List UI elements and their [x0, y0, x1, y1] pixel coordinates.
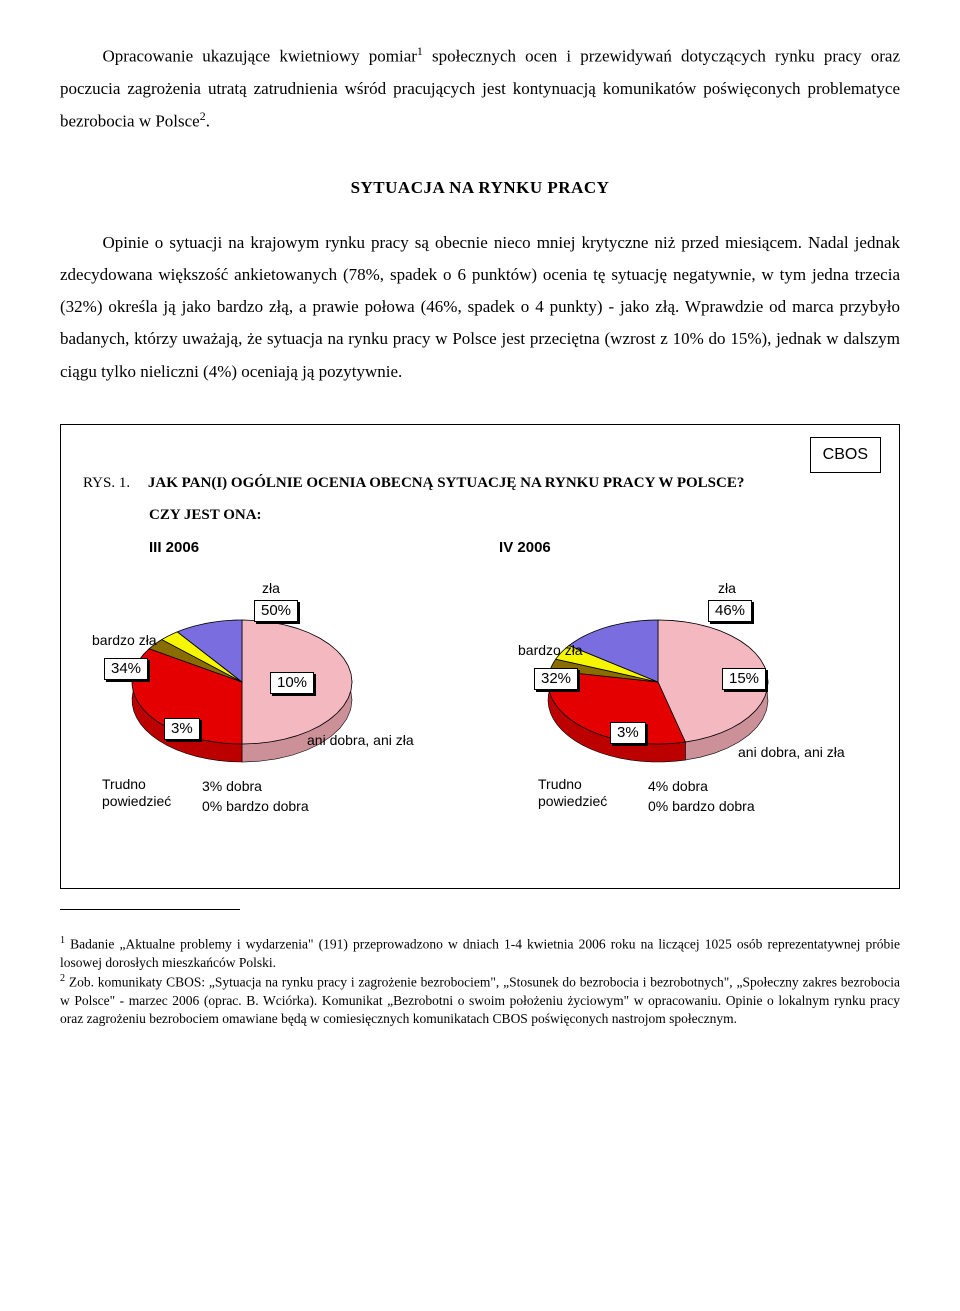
pct-dob: 3% [202, 778, 222, 794]
pct-bdob-r: 0% [648, 798, 668, 814]
footnote-2: 2 Zob. komunikaty CBOS: „Sytuacja na ryn… [60, 972, 900, 1028]
footnotes: 1 Badanie „Aktualne problemy i wydarzeni… [60, 934, 900, 1028]
pie-right: zła 46% bardzo zła 32% 15% ani dobra, an… [498, 572, 878, 862]
label-bzla: bardzo zła [92, 632, 157, 649]
pct-bzla: 34% [104, 658, 148, 680]
pct-tp-r: 3% [610, 722, 646, 744]
body-paragraph: Opinie o sytuacji na krajowym rynku prac… [60, 227, 900, 388]
figure-caption: RYS. 1. JAK PAN(I) OGÓLNIE OCENIA OBECNĄ… [83, 469, 881, 498]
pct-ani-r: 15% [722, 668, 766, 690]
label-dobra-r: dobra [672, 778, 708, 794]
intro-text-a: Opracowanie ukazujące kwietniowy pomiar [103, 47, 417, 66]
label-dobra: dobra [226, 778, 262, 794]
pct-zla-r: 46% [708, 600, 752, 622]
section-heading: SYTUACJA NA RYNKU PRACY [60, 172, 900, 204]
pct-bdob: 0% [202, 798, 222, 814]
label-ani-r: ani dobra, ani zła [738, 744, 845, 761]
figure-rys: RYS. 1. [83, 475, 130, 491]
label-bzla-r: bardzo zła [518, 642, 583, 659]
label-bdobra: bardzo dobra [226, 798, 309, 814]
pct-ani: 10% [270, 672, 314, 694]
figure-box: CBOS RYS. 1. JAK PAN(I) OGÓLNIE OCENIA O… [60, 424, 900, 890]
pie-left-svg [112, 602, 372, 782]
footnote-1: 1 Badanie „Aktualne problemy i wydarzeni… [60, 934, 900, 972]
cbos-badge: CBOS [810, 437, 881, 473]
label-bdobra-r: bardzo dobra [672, 798, 755, 814]
pct-tp: 3% [164, 718, 200, 740]
pct-zla: 50% [254, 600, 298, 622]
pct-bzla-r: 32% [534, 668, 578, 690]
label-ani: ani dobra, ani zła [307, 732, 414, 749]
figure-title: JAK PAN(I) OGÓLNIE OCENIA OBECNĄ SYTUACJ… [148, 475, 744, 491]
label-trudno: Trudno powiedzieć [102, 776, 171, 810]
period-right: IV 2006 [499, 534, 551, 563]
label-zla: zła [262, 580, 280, 597]
pie-left: zła 50% bardzo zła 34% 10% ani dobra, an… [82, 572, 462, 862]
period-left: III 2006 [149, 534, 199, 563]
figure-sub: CZY JEST ONA: [149, 501, 881, 530]
label-trudno-r: Trudno powiedzieć [538, 776, 607, 810]
intro-paragraph: Opracowanie ukazujące kwietniowy pomiar1… [60, 40, 900, 138]
intro-text-c: . [206, 112, 210, 131]
pct-dob-r: 4% [648, 778, 668, 794]
label-zla-r: zła [718, 580, 736, 597]
footnote-separator [60, 909, 240, 910]
